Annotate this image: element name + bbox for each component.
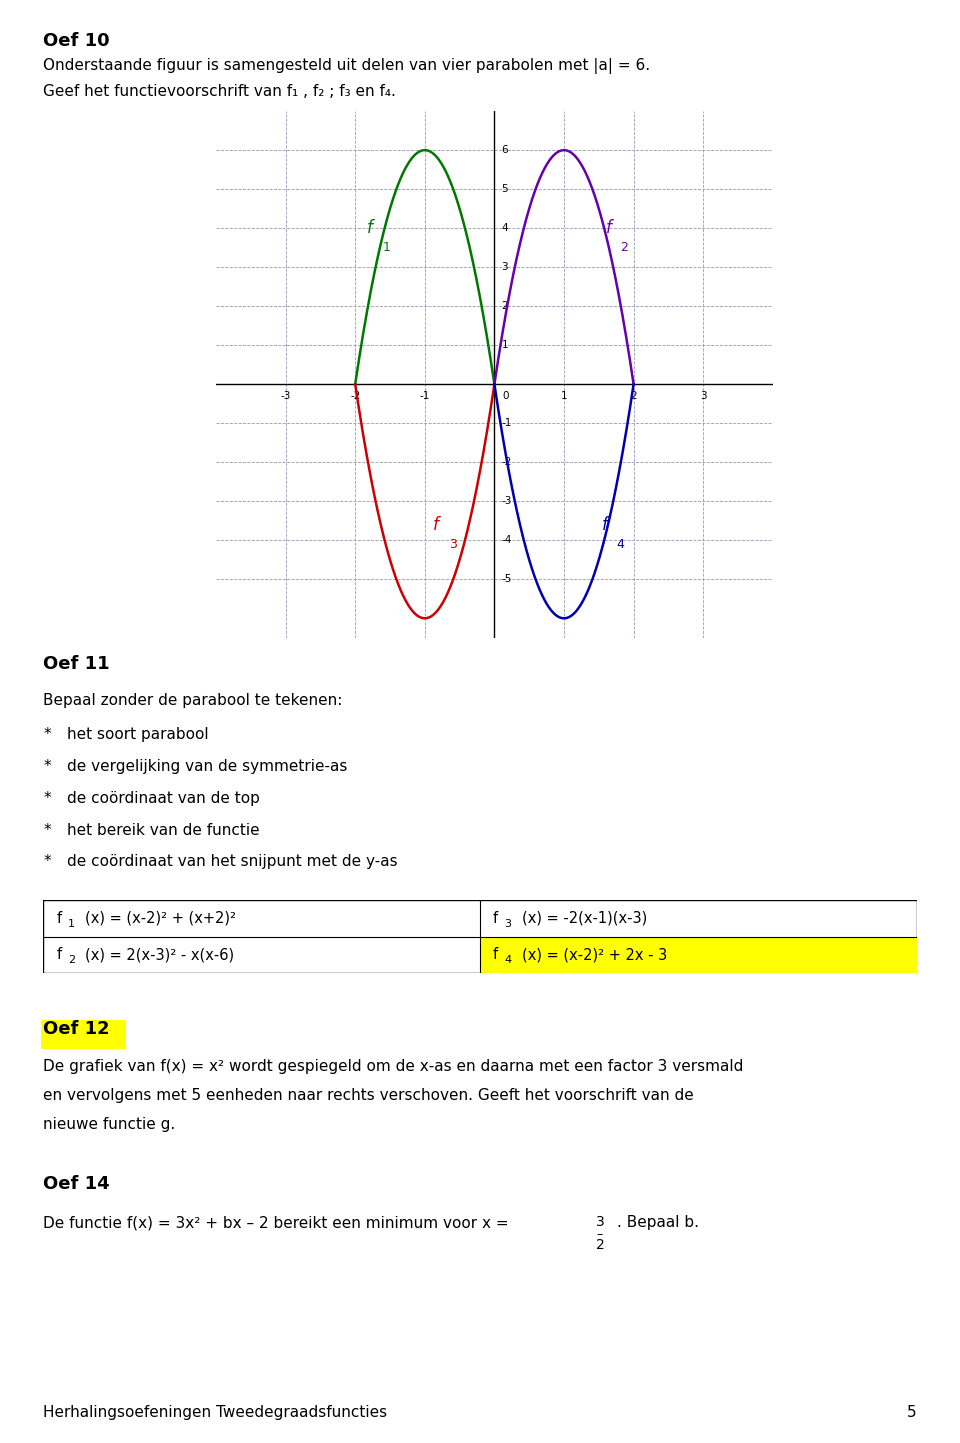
Text: Onderstaande figuur is samengesteld uit delen van vier parabolen met |a| = 6.: Onderstaande figuur is samengesteld uit … — [43, 58, 650, 74]
Text: het soort parabool: het soort parabool — [67, 727, 209, 742]
Text: -3: -3 — [280, 391, 291, 401]
Text: Geef het functievoorschrift van f₁ , f₂ ; f₃ en f₄.: Geef het functievoorschrift van f₁ , f₂ … — [43, 84, 396, 98]
Text: *: * — [43, 727, 51, 742]
Text: 1: 1 — [67, 919, 75, 928]
Text: 3: 3 — [449, 538, 457, 551]
Bar — [480, 937, 917, 973]
Text: f: f — [602, 515, 608, 534]
Text: *: * — [43, 759, 51, 773]
Text: de coördinaat van het snijpunt met de y-as: de coördinaat van het snijpunt met de y-… — [67, 854, 397, 869]
Text: 3: 3 — [700, 391, 707, 401]
Text: -5: -5 — [501, 574, 512, 584]
Text: . Bepaal b.: . Bepaal b. — [617, 1215, 699, 1229]
Text: Oef 11: Oef 11 — [43, 655, 109, 672]
Text: 3: 3 — [501, 263, 508, 273]
Text: 2: 2 — [501, 302, 508, 312]
Text: 2: 2 — [631, 391, 636, 401]
Text: -3: -3 — [501, 496, 512, 506]
Text: 1: 1 — [501, 341, 508, 351]
Text: Bepaal zonder de parabool te tekenen:: Bepaal zonder de parabool te tekenen: — [43, 693, 343, 707]
Text: 4: 4 — [501, 224, 508, 234]
Text: Oef 14: Oef 14 — [43, 1175, 109, 1192]
Text: (x) = (x-2)² + (x+2)²: (x) = (x-2)² + (x+2)² — [85, 911, 236, 926]
Text: 2: 2 — [620, 241, 628, 254]
Text: *: * — [43, 854, 51, 869]
Text: 4: 4 — [504, 955, 512, 964]
Text: 6: 6 — [501, 146, 508, 156]
Text: en vervolgens met 5 eenheden naar rechts verschoven. Geeft het voorschrift van d: en vervolgens met 5 eenheden naar rechts… — [43, 1088, 694, 1102]
Text: 2: 2 — [67, 955, 75, 964]
Text: Oef 10: Oef 10 — [43, 32, 109, 49]
Text: 0: 0 — [503, 391, 509, 401]
Text: het bereik van de functie: het bereik van de functie — [67, 823, 260, 837]
Text: *: * — [43, 823, 51, 837]
Text: –: – — [597, 1228, 603, 1241]
Text: f: f — [493, 947, 498, 962]
Text: 4: 4 — [616, 538, 624, 551]
Text: -1: -1 — [501, 418, 512, 429]
Text: 3: 3 — [595, 1215, 605, 1229]
Text: nieuwe functie g.: nieuwe functie g. — [43, 1117, 176, 1131]
Text: de vergelijking van de symmetrie-as: de vergelijking van de symmetrie-as — [67, 759, 348, 773]
Text: -2: -2 — [501, 457, 512, 468]
Text: 3: 3 — [504, 919, 512, 928]
Text: Herhalingsoefeningen Tweedegraadsfuncties: Herhalingsoefeningen Tweedegraadsfunctie… — [43, 1405, 387, 1420]
Text: 1: 1 — [383, 241, 391, 254]
Text: 2: 2 — [595, 1238, 605, 1253]
Text: f: f — [606, 219, 612, 237]
Text: 5: 5 — [907, 1405, 917, 1420]
Text: Oef 12: Oef 12 — [43, 1020, 109, 1038]
Text: De functie f(x) = 3x² + bx – 2 bereikt een minimum voor x =: De functie f(x) = 3x² + bx – 2 bereikt e… — [43, 1215, 514, 1229]
Text: f: f — [367, 219, 372, 237]
Text: (x) = -2(x-1)(x-3): (x) = -2(x-1)(x-3) — [522, 911, 647, 926]
Text: (x) = 2(x-3)² - x(x-6): (x) = 2(x-3)² - x(x-6) — [85, 947, 234, 962]
Text: -1: -1 — [420, 391, 430, 401]
Text: f: f — [493, 911, 498, 926]
Text: f: f — [433, 515, 439, 534]
Text: de coördinaat van de top: de coördinaat van de top — [67, 791, 260, 805]
Text: 5: 5 — [501, 185, 508, 195]
Text: -2: -2 — [350, 391, 360, 401]
Text: 1: 1 — [561, 391, 567, 401]
Text: (x) = (x-2)² + 2x - 3: (x) = (x-2)² + 2x - 3 — [522, 947, 667, 962]
Text: f: f — [57, 911, 61, 926]
Text: f: f — [57, 947, 61, 962]
Text: -4: -4 — [501, 535, 512, 545]
Text: *: * — [43, 791, 51, 805]
Text: De grafiek van f(x) = x² wordt gespiegeld om de x-as en daarna met een factor 3 : De grafiek van f(x) = x² wordt gespiegel… — [43, 1059, 744, 1074]
